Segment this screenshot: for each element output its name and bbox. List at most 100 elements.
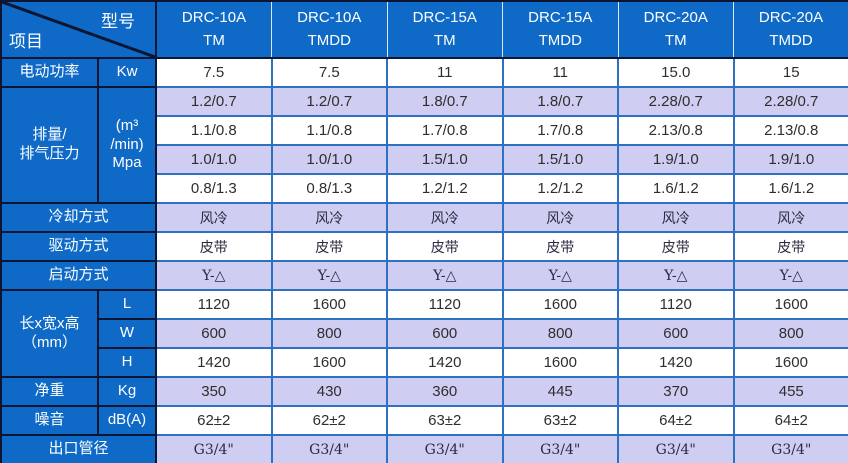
cell-width: 800 [501, 318, 619, 349]
cell-displacement: 2.13/0.8 [732, 115, 848, 146]
cell-displacement: 1.0/1.0 [270, 144, 388, 175]
corner-model-label: 型号 [101, 12, 135, 31]
cell-displacement: 2.28/0.7 [617, 86, 735, 117]
model-variant: TMDD [538, 31, 582, 49]
row-dimension-height: H 1420 1600 1420 1600 1420 1600 [1, 347, 848, 378]
cell-power: 11 [501, 57, 619, 88]
cell-height: 1420 [617, 347, 735, 378]
row-dimension-length: 长x宽x高 （mm） L 1120 1600 1120 1600 1120 16… [0, 289, 848, 378]
row-unit-noise: dB(A) [97, 405, 157, 436]
cell-displacement: 1.6/1.2 [732, 173, 848, 204]
row-label-noise: 噪音 [0, 405, 99, 436]
cell-noise: 64±2 [732, 405, 848, 436]
row-displacement-1: 排量/ 排气压力 (m³ /min) Mpa 1.2/0.7 1.2/0.7 1… [0, 86, 848, 204]
row-unit-height: H [97, 347, 157, 378]
cell-drive: 皮带 [617, 231, 735, 262]
row-unit-length: L [97, 289, 157, 320]
column-header-drc10a-tm: DRC-10A TM [155, 0, 272, 59]
cell-cooling: 风冷 [732, 202, 848, 233]
model-name: DRC-10A [181, 9, 247, 26]
cell-displacement: 0.8/1.3 [155, 173, 273, 204]
cell-displacement: 1.2/1.2 [386, 173, 504, 204]
cell-width: 800 [270, 318, 388, 349]
cell-width: 600 [617, 318, 735, 349]
corner-cell: 型号 项目 [0, 0, 157, 59]
row-unit-net-weight: Kg [97, 376, 157, 407]
row-label-cooling: 冷却方式 [0, 202, 157, 233]
cell-power: 7.5 [270, 57, 388, 88]
column-header-drc10a-tmdd: DRC-10A TMDD [271, 0, 388, 59]
model-variant: TM [203, 31, 225, 49]
column-header-drc20a-tm: DRC-20A TM [617, 0, 734, 59]
cell-length: 1120 [155, 289, 273, 320]
cell-drive: 皮带 [386, 231, 504, 262]
row-net-weight: 净重 Kg 350 430 360 445 370 455 [0, 376, 848, 407]
cell-start-mode: Y-△ [617, 260, 735, 291]
cell-height: 1420 [155, 347, 273, 378]
column-header-drc15a-tm: DRC-15A TM [386, 0, 503, 59]
cell-weight: 430 [270, 376, 388, 407]
cell-displacement: 0.8/1.3 [270, 173, 388, 204]
cell-displacement: 1.5/1.0 [386, 144, 504, 175]
model-name: DRC-15A [412, 9, 477, 26]
model-variant: TM [664, 31, 687, 49]
cell-drive: 皮带 [155, 231, 273, 262]
cell-displacement: 1.1/0.8 [270, 115, 388, 146]
cell-power: 15 [732, 57, 848, 88]
cell-weight: 370 [617, 376, 735, 407]
cell-length: 1120 [617, 289, 735, 320]
row-motor-power: 电动功率 Kw 7.5 7.5 11 11 15.0 15 [0, 57, 848, 88]
cell-displacement: 1.2/1.2 [501, 173, 619, 204]
cell-noise: 63±2 [501, 405, 619, 436]
cell-drive: 皮带 [501, 231, 619, 262]
row-label-displacement: 排量/ 排气压力 [0, 86, 99, 204]
model-variant: TMDD [307, 31, 351, 49]
model-name: DRC-20A [643, 9, 708, 26]
cell-start-mode: Y-△ [270, 260, 388, 291]
cell-width: 600 [155, 318, 273, 349]
model-variant: TM [433, 31, 456, 49]
cell-cooling: 风冷 [501, 202, 619, 233]
cell-outlet: G3/4" [732, 434, 848, 463]
cell-displacement: 1.2/0.7 [155, 86, 273, 117]
cell-length: 1120 [386, 289, 504, 320]
diagonal-line-icon [2, 2, 155, 57]
row-displacement-4: 0.8/1.3 0.8/1.3 1.2/1.2 1.2/1.2 1.6/1.2 … [1, 173, 848, 204]
row-label-motor-power: 电动功率 [0, 57, 99, 88]
cell-weight: 455 [732, 376, 848, 407]
row-label-start-mode: 启动方式 [0, 260, 157, 291]
cell-displacement: 2.13/0.8 [617, 115, 735, 146]
cell-weight: 350 [155, 376, 273, 407]
cell-outlet: G3/4" [270, 434, 388, 463]
cell-displacement: 1.8/0.7 [386, 86, 504, 117]
cell-noise: 62±2 [270, 405, 388, 436]
row-outlet-diameter: 出口管径 G3/4" G3/4" G3/4" G3/4" G3/4" G3/4" [0, 434, 848, 463]
model-variant: TMDD [769, 31, 813, 49]
row-drive: 驱动方式 皮带 皮带 皮带 皮带 皮带 皮带 [0, 231, 848, 262]
cell-displacement: 1.0/1.0 [155, 144, 273, 175]
cell-outlet: G3/4" [155, 434, 273, 463]
row-label-outlet-diameter: 出口管径 [0, 434, 157, 463]
row-dimension-width: W 600 800 600 800 600 800 [1, 318, 848, 349]
cell-noise: 63±2 [386, 405, 504, 436]
cell-displacement: 1.6/1.2 [617, 173, 735, 204]
cell-length: 1600 [732, 289, 848, 320]
cell-outlet: G3/4" [501, 434, 619, 463]
cell-cooling: 风冷 [617, 202, 735, 233]
cell-width: 600 [386, 318, 504, 349]
cell-length: 1600 [270, 289, 388, 320]
cell-width: 800 [732, 318, 848, 349]
cell-height: 1600 [501, 347, 619, 378]
cell-length: 1600 [501, 289, 619, 320]
row-displacement-2: 1.1/0.8 1.1/0.8 1.7/0.8 1.7/0.8 2.13/0.8… [1, 115, 848, 146]
cell-drive: 皮带 [732, 231, 848, 262]
column-header-drc20a-tmdd: DRC-20A TMDD [733, 0, 848, 59]
row-unit-width: W [97, 318, 157, 349]
cell-noise: 62±2 [155, 405, 273, 436]
cell-displacement: 1.7/0.8 [501, 115, 619, 146]
cell-displacement: 1.7/0.8 [386, 115, 504, 146]
cell-height: 1420 [386, 347, 504, 378]
column-header-drc15a-tmdd: DRC-15A TMDD [502, 0, 619, 59]
cell-displacement: 2.28/0.7 [732, 86, 848, 117]
